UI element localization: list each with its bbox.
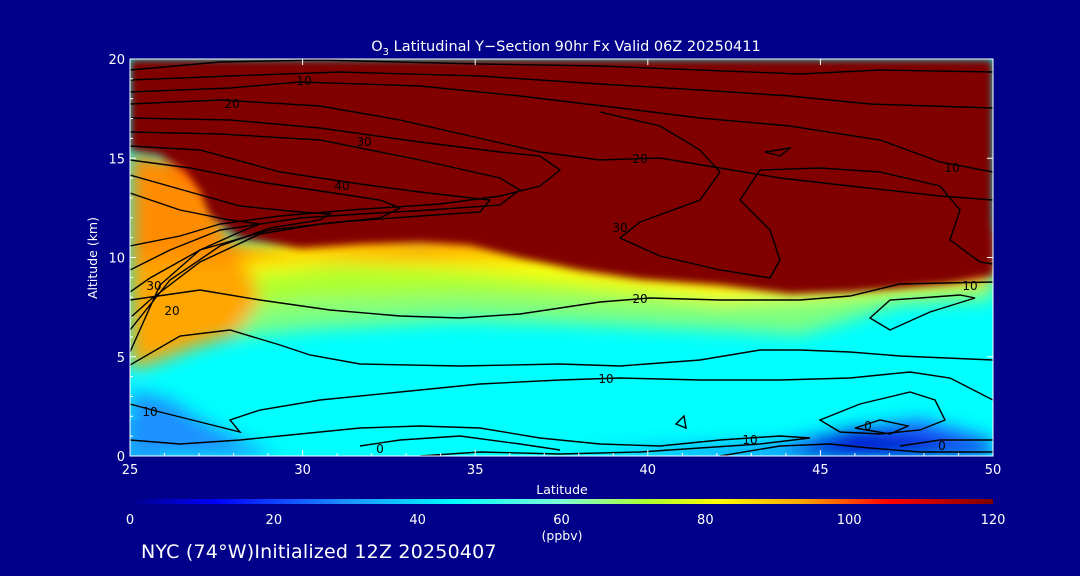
colorbar-tick-label: 60 [553,513,570,528]
contour-line [719,443,993,456]
contour-label: 10 [296,74,311,88]
x-tick-label: 35 [467,463,484,478]
contour-line [130,371,993,434]
y-tick-label: 0 [117,450,125,465]
stratospheric-layer [130,59,993,294]
x-tick-label: 40 [640,463,657,478]
contour-line [130,99,993,201]
contour-line [899,439,993,447]
colorbar-tick-label: 120 [981,513,1006,528]
contour-line [130,59,993,75]
contour-label: 10 [142,405,157,419]
colorbar [130,499,993,504]
band-dark-low [780,430,993,456]
contour-label: 30 [146,279,161,293]
colorbar-tick-label: 40 [409,513,426,528]
low-left-blue [130,420,160,456]
chart-title-rest: Latitudinal Y−Section 90hr Fx Valid 06Z … [389,39,761,55]
contour-line [130,425,811,456]
contour-label: 30 [356,135,371,149]
colorbar-tick-label: 100 [837,513,862,528]
contour-label: 0 [376,442,384,456]
contour-line [868,294,976,331]
contour-label: 20 [164,304,179,318]
contour-line [764,146,793,157]
contour-line [130,159,402,319]
colorbar-tick-label: 20 [266,513,283,528]
x-axis: 25 30 35 40 45 50 [122,59,1002,478]
contour-label: 10 [944,161,959,175]
colorbar-units: (ppbv) [542,528,583,543]
x-axis-label: Latitude [536,482,588,497]
y-tick-label: 20 [108,53,125,68]
contour-line [854,419,911,435]
contour-label: 10 [742,433,757,447]
band-dark-red [130,59,993,294]
x-tick-label: 45 [812,463,829,478]
x-tick-label: 25 [122,463,139,478]
footer-initialized: NYC (74°W)Initialized 12Z 20250407 [141,541,497,563]
contour-line [674,414,687,430]
contour-line [130,71,993,109]
contour-label: 30 [612,221,627,235]
contour-label: 0 [864,419,872,433]
y-tick-label: 5 [117,351,125,366]
colorbar-tick-label: 80 [697,513,714,528]
contour-line [359,435,561,451]
contour-label: 10 [962,279,977,293]
contour-label: 0 [938,439,946,453]
y-tick-label: 10 [108,252,125,267]
chart-title-subscript: 3 [383,47,389,58]
x-tick-label: 50 [985,463,1002,478]
plot-area: 10 20 30 40 20 30 20 10 30 20 10 10 0 10… [130,59,993,456]
contour-line [130,131,522,271]
contour-label: 40 [334,179,349,193]
contour-label: 10 [598,372,613,386]
contour-lines [130,59,993,456]
contour-label: 20 [632,292,647,306]
y-tick-label: 15 [108,152,125,167]
chart-title: O3 Latitudinal Y−Section 90hr Fx Valid 0… [371,39,760,58]
contour-labels: 10 20 30 40 20 30 20 10 30 20 10 10 0 10… [142,74,977,456]
contour-label: 20 [632,152,647,166]
contour-line [818,391,946,435]
contour-line [130,281,993,319]
colorbar-tick-label: 0 [126,513,134,528]
y-axis-label: Altitude (km) [85,217,100,299]
x-tick-label: 30 [294,463,311,478]
contour-label: 20 [224,97,239,111]
contour-line [130,329,993,367]
contour-line [130,192,263,353]
contour-line [599,111,993,279]
chart-title-o: O [371,39,382,55]
y-axis: 0 5 10 15 20 [108,53,993,465]
contour-line [130,81,993,173]
contour-line [130,174,333,331]
colorbar-ticks: 0 20 40 60 80 100 120 [126,513,1006,528]
